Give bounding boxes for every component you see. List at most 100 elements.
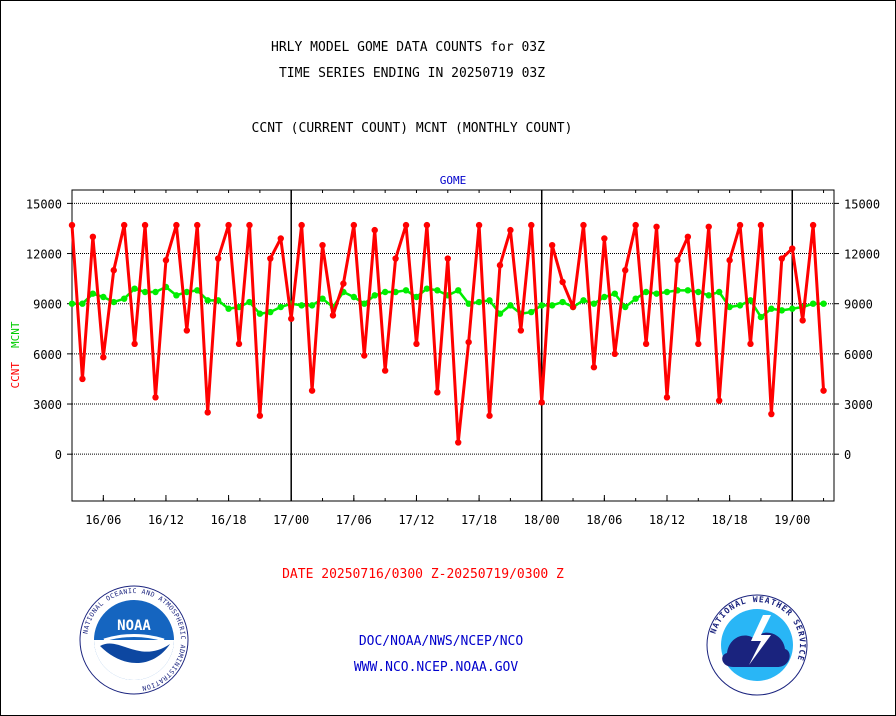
data-point-ccnt [225, 221, 232, 229]
data-point-ccnt [695, 340, 702, 348]
data-point-ccnt [778, 255, 786, 262]
noaa-logo-text: NOAA [117, 618, 151, 634]
data-point-ccnt [486, 412, 493, 419]
title-line-2: TIME SERIES ENDING IN 20250719 03Z [279, 66, 545, 81]
data-point-ccnt [528, 221, 535, 229]
data-point-mcnt [642, 288, 650, 296]
data-point-mcnt [246, 298, 253, 306]
data-point-mcnt [308, 302, 316, 309]
data-point-ccnt [663, 394, 671, 401]
y-ticks-right: 0 3000 6000 9000 12000 15000 [834, 197, 880, 462]
data-point-mcnt [141, 288, 149, 296]
x-tick-label: 17/12 [398, 513, 434, 527]
data-point-mcnt [496, 310, 504, 317]
data-point-ccnt [674, 257, 681, 264]
data-point-ccnt [100, 354, 107, 361]
data-point-ccnt [120, 221, 128, 229]
title-line-1: HRLY MODEL GOME DATA COUNTS for 03Z [271, 40, 545, 55]
x-tick-label: 16/12 [148, 513, 184, 527]
data-point-ccnt [632, 221, 639, 229]
data-point-mcnt [590, 300, 598, 307]
data-point-ccnt [89, 233, 97, 241]
data-point-mcnt [319, 295, 326, 302]
data-point-ccnt [434, 389, 441, 396]
data-point-ccnt [79, 375, 86, 383]
data-point-ccnt [548, 241, 556, 249]
data-point-ccnt [371, 226, 378, 234]
y-tick-label-right: 6000 [844, 348, 873, 362]
data-point-ccnt [340, 280, 347, 287]
data-point-ccnt [152, 394, 159, 401]
ylabel-mcnt: MCNT [9, 321, 22, 348]
data-point-ccnt [267, 255, 274, 262]
data-point-mcnt [204, 297, 211, 304]
data-point-ccnt [319, 241, 326, 249]
chart-title: GOME [440, 174, 467, 187]
data-point-mcnt [809, 300, 817, 307]
data-point-mcnt [622, 303, 629, 311]
data-point-mcnt [256, 310, 264, 317]
data-point-ccnt [288, 315, 295, 322]
data-point-ccnt [496, 262, 504, 269]
data-point-mcnt [528, 308, 535, 316]
data-point-mcnt [413, 293, 420, 301]
data-point-ccnt [809, 221, 817, 229]
data-point-mcnt [507, 302, 514, 309]
data-point-mcnt [475, 298, 483, 306]
data-point-ccnt [622, 267, 629, 274]
website-link[interactable]: WWW.NCO.NCEP.NOAA.GOV [354, 660, 519, 675]
org-path: DOC/NOAA/NWS/NCEP/NCO [359, 634, 524, 649]
data-point-ccnt [423, 221, 431, 229]
data-point-mcnt [152, 288, 159, 296]
data-point-mcnt [538, 302, 545, 309]
x-tick-label: 18/18 [712, 513, 748, 527]
data-point-mcnt [267, 308, 274, 316]
data-point-mcnt [715, 288, 723, 296]
data-point-mcnt [695, 288, 702, 296]
data-point-mcnt [768, 305, 775, 312]
data-point-ccnt [235, 340, 243, 348]
data-point-mcnt [298, 302, 305, 309]
data-point-ccnt [162, 257, 170, 264]
data-point-mcnt [726, 303, 733, 311]
x-tick-label: 17/06 [336, 513, 372, 527]
data-point-ccnt [68, 221, 76, 229]
y-tick-label-left: 15000 [26, 197, 62, 211]
data-point-ccnt [277, 235, 284, 242]
data-point-mcnt [632, 295, 639, 302]
x-tick-label: 16/06 [85, 513, 121, 527]
data-point-mcnt [194, 287, 201, 294]
x-tick-label: 18/06 [586, 513, 622, 527]
y-tick-label-right: 15000 [844, 197, 880, 211]
y-tick-label-left: 3000 [33, 398, 62, 412]
data-point-mcnt [653, 290, 660, 297]
data-point-ccnt [684, 233, 692, 241]
data-point-ccnt [507, 226, 514, 234]
data-point-ccnt [517, 327, 525, 334]
y-tick-label-right: 12000 [844, 248, 880, 262]
data-point-ccnt [465, 338, 472, 346]
data-point-mcnt [601, 293, 608, 301]
data-point-ccnt [141, 221, 149, 229]
data-point-ccnt [757, 221, 765, 229]
data-point-ccnt [246, 221, 253, 229]
data-point-mcnt [778, 307, 786, 314]
date-range: DATE 20250716/0300 Z-20250719/0300 Z [282, 567, 564, 582]
data-point-mcnt [611, 290, 618, 297]
nws-logo: NATIONAL WEATHER SERVICE [706, 594, 808, 696]
data-point-ccnt [329, 312, 337, 319]
data-point-mcnt [580, 297, 587, 304]
data-point-mcnt [131, 285, 138, 292]
data-point-mcnt [371, 292, 378, 299]
y-tick-label-left: 9000 [33, 298, 62, 312]
y-tick-label-right: 0 [844, 448, 851, 462]
data-point-ccnt [350, 221, 358, 229]
data-point-mcnt [361, 300, 368, 307]
data-point-mcnt [68, 300, 76, 307]
y-tick-label-right: 9000 [844, 298, 873, 312]
data-point-ccnt [538, 399, 545, 406]
x-tick-label: 17/18 [461, 513, 497, 527]
data-point-ccnt [402, 221, 410, 229]
data-point-ccnt [736, 221, 744, 229]
data-point-ccnt [455, 439, 462, 446]
